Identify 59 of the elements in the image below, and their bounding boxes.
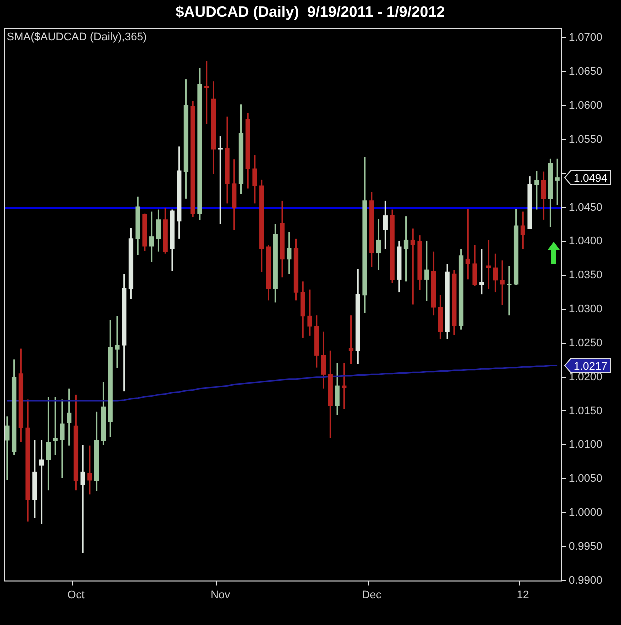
candlestick — [472, 244, 478, 288]
candlestick — [383, 200, 388, 250]
candlestick — [204, 60, 210, 126]
candlestick — [493, 253, 498, 294]
candlestick — [555, 158, 560, 206]
y-tick-label: 1.0400 — [569, 236, 603, 248]
candlestick — [115, 316, 120, 370]
y-tick-label: 1.0600 — [569, 100, 603, 112]
y-tick-label: 1.0250 — [569, 337, 603, 350]
candlestick — [404, 216, 409, 282]
candlestick — [335, 362, 340, 416]
text: 1.0217 — [574, 360, 608, 373]
candlestick — [520, 211, 526, 250]
candlestick — [80, 444, 86, 554]
candlestick — [348, 314, 354, 366]
candlestick — [150, 211, 154, 263]
candlestick — [66, 388, 72, 447]
x-tick-label: Dec — [362, 589, 382, 602]
candlestick — [321, 331, 326, 390]
y-tick-label: 1.0100 — [569, 439, 603, 452]
candlestick — [376, 218, 382, 271]
y-tick-label: 1.0550 — [569, 134, 603, 146]
y-tick-label: 0.9900 — [569, 574, 603, 587]
y-tick-label: 1.0000 — [569, 507, 603, 520]
candlestick — [308, 289, 312, 337]
chart-title: $AUDCAD (Daily) 9/19/2011 - 1/9/2012 — [176, 4, 446, 22]
candlestick — [60, 398, 65, 480]
y-tick-label: 1.0150 — [569, 405, 603, 418]
y-tick-label: 0.9950 — [569, 540, 603, 553]
candlestick — [410, 228, 416, 306]
candlestick — [156, 209, 162, 253]
y-tick-label: 1.0450 — [569, 202, 603, 214]
x-tick-label: 12 — [517, 589, 530, 602]
y-tick-label: 1.0650 — [569, 66, 603, 78]
candlestick — [486, 240, 492, 290]
candlestick — [424, 240, 430, 302]
candlestick — [39, 440, 44, 526]
y-tick-label: 1.0350 — [569, 270, 603, 282]
candlestick — [5, 416, 10, 482]
y-tick-label: 1.0700 — [569, 32, 603, 44]
candlestick — [287, 231, 292, 275]
x-tick-label: Oct — [68, 589, 85, 602]
candlestick — [46, 396, 52, 492]
candlestick — [252, 154, 258, 204]
text: SMA($AUDCAD (Daily),365) — [7, 32, 147, 44]
candlestick — [88, 445, 92, 496]
x-tick-label: Nov — [210, 589, 231, 602]
candlestick — [342, 362, 347, 410]
candlestick — [507, 265, 512, 316]
candlestick — [534, 170, 540, 211]
candlestick — [466, 208, 470, 280]
candlestick — [53, 396, 58, 456]
candlestick — [541, 171, 546, 221]
candlestick — [500, 260, 505, 306]
text: 1.0494 — [574, 172, 608, 185]
y-tick-label: 1.0300 — [569, 304, 603, 316]
y-tick-label: 1.0200 — [569, 371, 603, 384]
y-tick-label: 1.0050 — [569, 473, 603, 486]
candlestick — [480, 248, 484, 296]
